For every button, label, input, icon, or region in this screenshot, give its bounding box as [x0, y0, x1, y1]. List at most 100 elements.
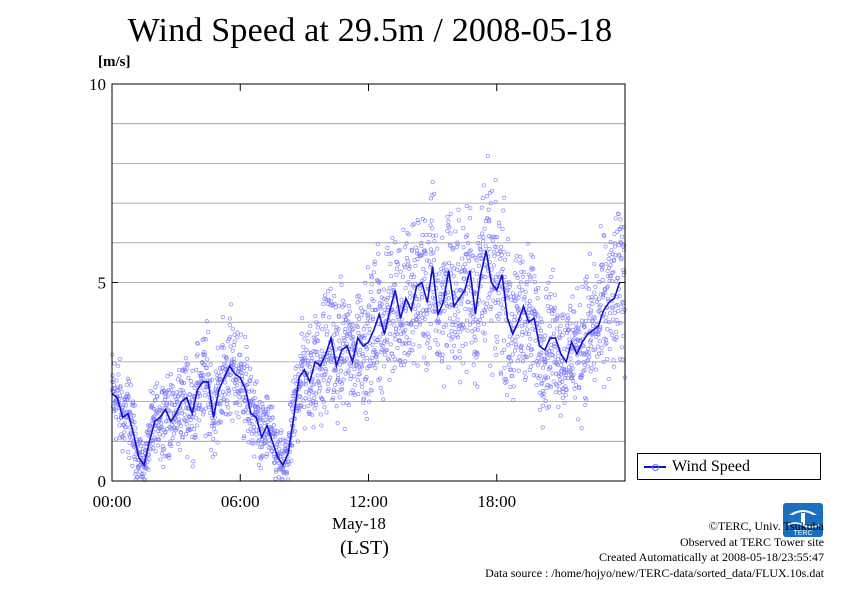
data-point	[527, 303, 532, 308]
data-point	[166, 387, 171, 393]
mean-line-group	[111, 250, 621, 468]
data-point	[332, 293, 337, 298]
data-point	[167, 455, 172, 460]
data-point	[606, 376, 611, 382]
data-point	[424, 307, 429, 313]
data-point	[133, 426, 138, 431]
data-point	[460, 343, 465, 348]
data-point	[335, 421, 340, 426]
data-point	[363, 324, 368, 329]
data-point	[143, 464, 148, 469]
data-point	[586, 311, 591, 316]
data-point	[335, 390, 340, 395]
data-point	[260, 401, 265, 406]
data-point	[576, 417, 581, 422]
data-point	[608, 274, 614, 279]
data-point	[337, 338, 342, 343]
data-point	[450, 335, 455, 340]
data-point	[479, 314, 485, 319]
data-point	[333, 305, 338, 310]
data-point	[439, 359, 444, 364]
data-point	[298, 394, 303, 399]
data-point	[188, 414, 193, 419]
data-point	[463, 269, 468, 275]
data-point	[381, 287, 386, 292]
data-point	[158, 457, 163, 462]
data-point	[158, 421, 163, 426]
data-point	[477, 235, 482, 240]
data-point	[553, 390, 558, 395]
data-point	[601, 291, 606, 296]
data-point	[409, 322, 414, 327]
data-point	[616, 308, 621, 314]
data-point	[323, 366, 328, 371]
data-point	[322, 296, 327, 301]
data-point	[308, 386, 313, 391]
data-point	[219, 370, 224, 375]
data-point	[582, 362, 587, 367]
data-point	[429, 263, 434, 268]
data-point	[110, 373, 115, 378]
data-point	[488, 201, 493, 206]
data-point	[483, 244, 488, 249]
data-point	[514, 345, 519, 350]
data-point	[450, 319, 455, 325]
data-point	[510, 291, 515, 296]
data-point	[458, 323, 463, 328]
data-point	[557, 390, 562, 395]
data-point	[500, 306, 505, 311]
data-point	[201, 373, 206, 378]
data-point	[127, 455, 132, 461]
data-point	[274, 429, 279, 434]
data-point	[323, 368, 328, 374]
data-point	[235, 330, 240, 335]
data-point	[278, 467, 283, 472]
data-point	[322, 361, 327, 366]
data-point	[165, 426, 170, 432]
data-point	[461, 245, 466, 250]
data-point	[183, 432, 189, 437]
data-point	[356, 391, 361, 397]
data-point	[385, 295, 390, 301]
data-point	[552, 341, 557, 346]
data-point	[464, 369, 469, 374]
data-point	[519, 348, 524, 353]
data-point	[162, 454, 167, 459]
data-point	[566, 316, 571, 321]
data-point	[372, 259, 377, 264]
x-tick-label: 18:00	[477, 492, 516, 511]
data-point	[577, 386, 582, 391]
data-point	[234, 377, 239, 382]
data-point	[620, 309, 625, 314]
data-point	[532, 274, 537, 279]
data-point	[164, 401, 169, 406]
data-point	[407, 341, 412, 346]
data-point	[503, 376, 508, 382]
data-point	[194, 381, 199, 386]
data-point	[554, 372, 559, 377]
data-point	[352, 374, 357, 379]
data-point	[600, 278, 605, 283]
data-point	[300, 316, 305, 321]
data-point	[528, 364, 533, 369]
data-point	[616, 211, 621, 216]
data-point	[516, 368, 521, 373]
data-point	[494, 245, 499, 250]
data-point	[585, 358, 590, 364]
data-point	[408, 348, 413, 353]
data-point	[231, 356, 236, 361]
data-point	[409, 248, 414, 253]
data-point	[493, 177, 498, 183]
data-point	[605, 327, 610, 332]
data-point	[436, 350, 441, 355]
data-point	[374, 352, 379, 357]
data-point	[497, 311, 502, 316]
data-point	[538, 373, 543, 379]
legend-label: Wind Speed	[672, 457, 751, 475]
data-point	[366, 364, 371, 369]
data-point	[328, 357, 334, 363]
data-point	[620, 357, 625, 362]
data-point	[563, 392, 568, 398]
data-point	[288, 402, 293, 407]
data-point	[539, 320, 544, 325]
